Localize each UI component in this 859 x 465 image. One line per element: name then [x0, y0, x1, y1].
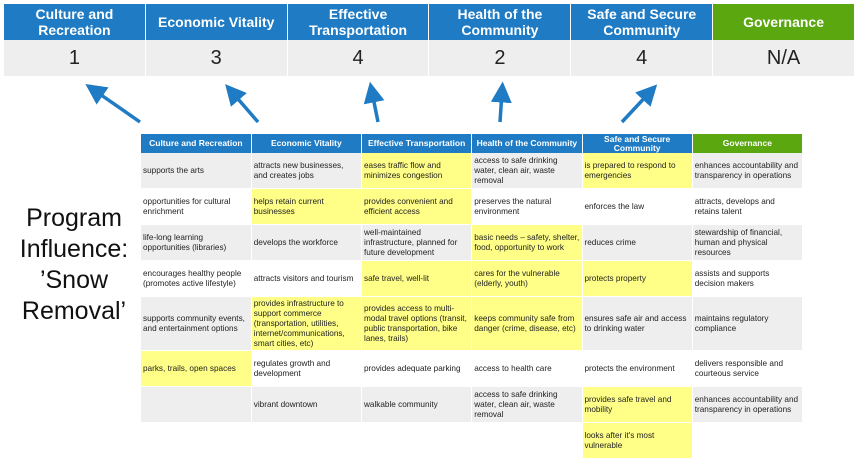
table-cell: provides adequate parking [361, 350, 473, 387]
table-row: vibrant downtown walkable community access… [141, 386, 804, 423]
arrow-up-icon [85, 84, 141, 124]
table-cell: attracts, develops and retains talent [692, 188, 804, 225]
summary-header-governance: Governance [713, 4, 855, 40]
score-safe: 4 [571, 40, 714, 76]
table-cell: opportunities for cultural enrichment [141, 188, 252, 225]
table-cell: protects property [582, 260, 693, 297]
table-row: life-long learning opportunities (librar… [141, 224, 804, 261]
table-cell: is prepared to respond to emergencies [582, 153, 693, 189]
arrows [85, 81, 658, 124]
table-cell: enhances accountability and transparency… [692, 386, 804, 423]
arrow-up-icon [490, 81, 512, 123]
table-cell: vibrant downtown [251, 386, 363, 423]
table-cell: reduces crime [582, 224, 693, 261]
table-cell: ensures safe air and access to drinking … [582, 296, 693, 351]
table-cell: supports community events, and entertain… [141, 296, 252, 351]
table-cell: preserves the natural environment [471, 188, 583, 225]
score-economic: 3 [145, 40, 288, 76]
table-row: supports the arts attracts new businesses… [141, 153, 804, 189]
table-cell: delivers responsible and courteous servi… [692, 350, 804, 387]
table-cell: basic needs – safety, shelter, food, opp… [471, 224, 583, 261]
table-cell: enhances accountability and transparency… [692, 153, 804, 189]
table-row: supports community events, and entertain… [141, 296, 804, 351]
table-cell: safe travel, well-lit [361, 260, 473, 297]
summary-header-row: Culture and Recreation Economic Vitality… [4, 4, 855, 40]
summary-header-culture: Culture and Recreation [4, 4, 146, 40]
table-row: encourages healthy people (promotes acti… [141, 260, 804, 297]
influence-table: Culture and Recreation Economic Vitality… [141, 134, 804, 459]
col-header-transportation: Effective Transportation [361, 134, 473, 153]
table-cell: stewardship of financial, human and phys… [692, 224, 804, 261]
score-governance: N/A [713, 40, 855, 76]
table-cell: attracts new businesses, and creates job… [251, 153, 363, 189]
table-cell: supports the arts [141, 153, 252, 189]
table-cell: walkable community [361, 386, 473, 423]
table-header-row: Culture and Recreation Economic Vitality… [141, 134, 804, 153]
summary-header-transportation: Effective Transportation [287, 4, 430, 40]
table-cell: develops the workforce [251, 224, 363, 261]
table-cell: life-long learning opportunities (librar… [141, 224, 252, 261]
score-health: 2 [429, 40, 572, 76]
table-cell: provides safe travel and mobility [582, 386, 693, 423]
table-cell [141, 386, 252, 423]
score-culture: 1 [4, 40, 146, 76]
table-cell: provides infrastructure to support comme… [251, 296, 363, 351]
col-header-culture: Culture and Recreation [141, 134, 252, 153]
table-cell: attracts visitors and tourism [251, 260, 363, 297]
arrow-up-icon [620, 84, 658, 124]
table-cell [692, 422, 804, 459]
table-cell: provides convenient and efficient access [361, 188, 473, 225]
table-cell: provides access to multi-modal travel op… [361, 296, 473, 351]
table-cell: assists and supports decision makers [692, 260, 804, 297]
table-cell: regulates growth and development [251, 350, 363, 387]
table-row: opportunities for cultural enrichment hel… [141, 188, 804, 225]
arrow-up-icon [363, 81, 385, 123]
col-header-health: Health of the Community [471, 134, 583, 153]
table-cell [141, 422, 252, 459]
col-header-governance: Governance [692, 134, 804, 153]
table-row: parks, trails, open spaces regulates grow… [141, 350, 804, 387]
summary-value-row: 1 3 4 2 4 N/A [4, 40, 855, 76]
table-cell [251, 422, 363, 459]
table-cell: looks after it's most vulnerable [582, 422, 693, 459]
col-header-economic: Economic Vitality [251, 134, 363, 153]
table-cell [361, 422, 473, 459]
table-cell: keeps community safe from danger (crime,… [471, 296, 583, 351]
table-row: looks after it's most vulnerable [141, 422, 804, 459]
table-cell: cares for the vulnerable (elderly, youth… [471, 260, 583, 297]
table-cell: access to safe drinking water, clean air… [471, 153, 583, 189]
score-summary: Culture and Recreation Economic Vitality… [4, 4, 855, 76]
table-cell: parks, trails, open spaces [141, 350, 252, 387]
table-cell: protects the environment [582, 350, 693, 387]
col-header-safe: Safe and Secure Community [582, 134, 693, 153]
score-transportation: 4 [287, 40, 430, 76]
table-cell: access to health care [471, 350, 583, 387]
program-influence-title: Program Influence: ’Snow Removal’ [19, 204, 129, 325]
table-cell: maintains regulatory compliance [692, 296, 804, 351]
table-cell: encourages healthy people (promotes acti… [141, 260, 252, 297]
arrow-up-icon [225, 84, 260, 124]
summary-header-safe: Safe and Secure Community [571, 4, 714, 40]
summary-header-health: Health of the Community [429, 4, 572, 40]
table-cell: enforces the law [582, 188, 693, 225]
table-cell: helps retain current businesses [251, 188, 363, 225]
table-cell [471, 422, 583, 459]
table-cell: eases traffic flow and minimizes congest… [361, 153, 473, 189]
table-cell: well-maintained infrastructure, planned … [361, 224, 473, 261]
summary-header-economic: Economic Vitality [145, 4, 288, 40]
table-cell: access to safe drinking water, clean air… [471, 386, 583, 423]
